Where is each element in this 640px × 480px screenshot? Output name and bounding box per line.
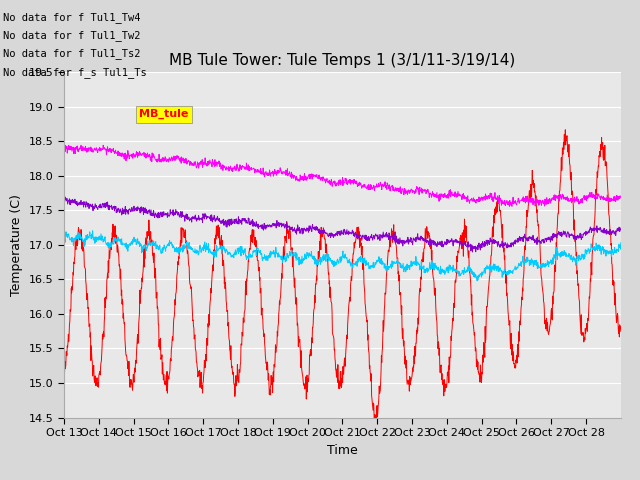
Tul1_Ts-8cm <box>148 240 156 245</box>
Tul1_Ts-32cm <box>611 198 618 204</box>
Tul1_Ts-16cm <box>61 194 69 200</box>
Tul1_Tw+10cm <box>317 225 325 230</box>
Line: Tul1_Ts-16cm: Tul1_Ts-16cm <box>64 197 621 252</box>
Tul1_Ts-8cm <box>556 251 564 256</box>
Tul1_Ts-8cm <box>328 261 336 266</box>
Tul1_Ts-16cm <box>556 229 564 235</box>
Text: No data for f Tul1_Tw2: No data for f Tul1_Tw2 <box>3 30 141 41</box>
Text: No data for f Tul1_Tw4: No data for f Tul1_Tw4 <box>3 12 141 23</box>
Tul1_Ts-16cm <box>617 225 625 231</box>
Tul1_Ts-16cm <box>474 243 482 249</box>
Tul1_Ts-16cm <box>317 230 325 236</box>
Tul1_Ts-16cm <box>148 213 156 218</box>
Tul1_Tw+10cm <box>328 300 335 306</box>
Tul1_Ts-32cm <box>99 143 107 148</box>
Tul1_Ts-32cm <box>508 204 516 209</box>
Tul1_Tw+10cm <box>561 127 569 132</box>
Line: Tul1_Ts-8cm: Tul1_Ts-8cm <box>64 231 621 281</box>
Tul1_Ts-32cm <box>317 176 325 181</box>
Tul1_Ts-8cm <box>617 240 625 246</box>
Y-axis label: Temperature (C): Temperature (C) <box>10 194 23 296</box>
Tul1_Ts-16cm <box>611 231 618 237</box>
Tul1_Tw+10cm <box>60 372 68 377</box>
Tul1_Ts-32cm <box>148 153 156 159</box>
Tul1_Ts-32cm <box>617 193 625 199</box>
Text: MB_tule: MB_tule <box>139 109 189 119</box>
Tul1_Ts-16cm <box>60 197 68 203</box>
Tul1_Ts-16cm <box>328 231 336 237</box>
Tul1_Ts-8cm <box>474 278 481 284</box>
Tul1_Tw+10cm <box>556 188 563 194</box>
Title: MB Tule Tower: Tule Temps 1 (3/1/11-3/19/14): MB Tule Tower: Tule Temps 1 (3/1/11-3/19… <box>169 53 516 68</box>
Text: No data for f Tul1_Ts2: No data for f Tul1_Ts2 <box>3 48 141 60</box>
Tul1_Ts-32cm <box>60 144 68 150</box>
Tul1_Tw+10cm <box>147 240 155 245</box>
Legend: Tul1_Tw+10cm, Tul1_Ts-8cm, Tul1_Ts-16cm, Tul1_Ts-32cm: Tul1_Tw+10cm, Tul1_Ts-8cm, Tul1_Ts-16cm,… <box>94 479 591 480</box>
Tul1_Tw+10cm <box>474 359 482 365</box>
Tul1_Ts-8cm <box>474 274 482 279</box>
Line: Tul1_Ts-32cm: Tul1_Ts-32cm <box>64 145 621 206</box>
Text: No data for f_s Tul1_Ts: No data for f_s Tul1_Ts <box>3 67 147 78</box>
Tul1_Tw+10cm <box>372 423 380 429</box>
Tul1_Ts-8cm <box>89 228 97 234</box>
Tul1_Ts-8cm <box>611 250 618 256</box>
Tul1_Ts-32cm <box>474 199 482 204</box>
Line: Tul1_Tw+10cm: Tul1_Tw+10cm <box>64 130 621 426</box>
Tul1_Ts-32cm <box>328 183 336 189</box>
Tul1_Ts-16cm <box>468 249 476 255</box>
Tul1_Tw+10cm <box>617 328 625 334</box>
Tul1_Tw+10cm <box>611 288 618 294</box>
Tul1_Ts-8cm <box>60 234 68 240</box>
Tul1_Ts-8cm <box>317 259 325 264</box>
X-axis label: Time: Time <box>327 444 358 456</box>
Tul1_Ts-32cm <box>556 196 564 202</box>
